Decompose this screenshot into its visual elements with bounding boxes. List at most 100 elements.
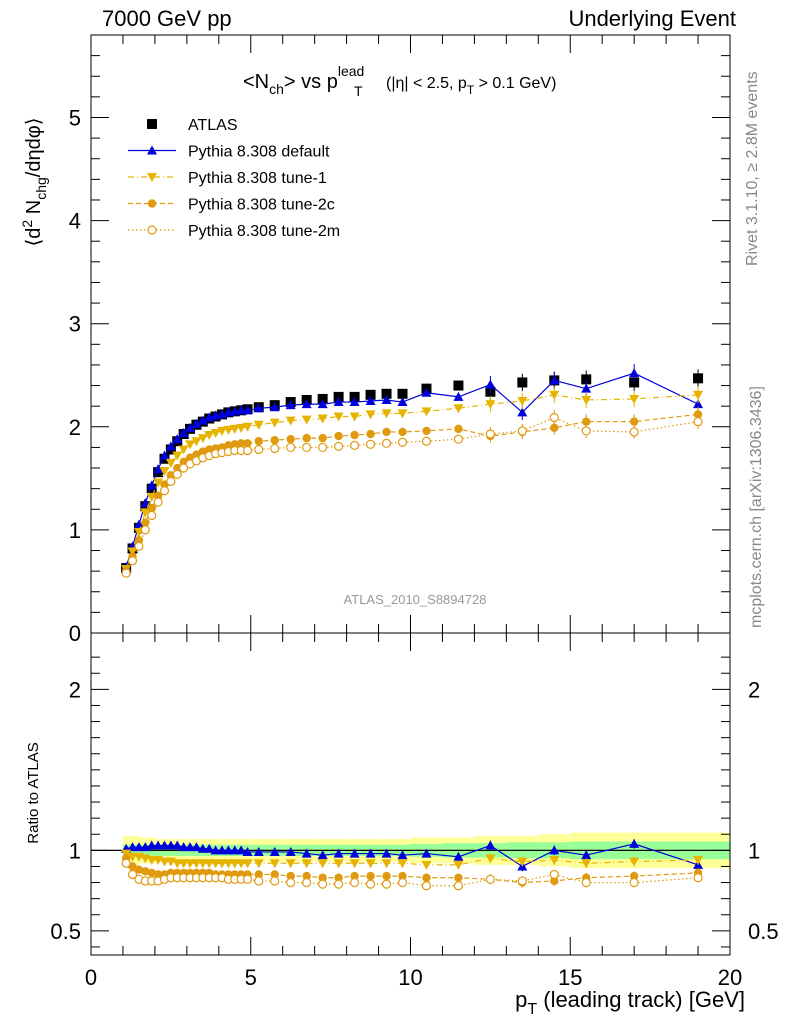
- data-point: [270, 435, 279, 445]
- data-point: [397, 409, 408, 419]
- data-point: [453, 404, 464, 414]
- ratio-point: [366, 871, 375, 881]
- ratio-point: [397, 877, 408, 888]
- data-point: [197, 415, 208, 425]
- ratio-point: [121, 849, 132, 859]
- ratio-point: [253, 846, 264, 856]
- data-point: [178, 427, 189, 437]
- ratio-point: [301, 848, 312, 858]
- data-point: [133, 519, 144, 529]
- data-point: [453, 380, 464, 391]
- ratio-ytick-label-right: 1: [748, 838, 760, 863]
- ratio-point: [191, 842, 202, 852]
- ratio-point: [270, 870, 279, 879]
- ratio-point: [381, 879, 392, 889]
- data-point: [517, 426, 527, 436]
- data-point: [229, 424, 240, 434]
- ratio-point: [349, 877, 360, 888]
- data-point: [365, 389, 376, 400]
- data-point: [191, 418, 202, 428]
- ratio-point: [146, 840, 157, 850]
- ratio-point: [269, 859, 280, 869]
- data-point: [153, 464, 164, 474]
- data-point: [629, 417, 639, 426]
- data-point: [254, 444, 264, 455]
- ratio-point: [382, 871, 391, 881]
- data-point: [454, 424, 463, 434]
- ratio-point: [453, 860, 464, 870]
- ratio-point: [629, 877, 639, 888]
- ratio-point: [285, 859, 296, 869]
- ratio-point: [147, 868, 156, 878]
- data-point: [453, 391, 464, 401]
- ratio-point: [421, 848, 432, 858]
- data-point: [302, 442, 312, 453]
- data-point: [269, 418, 280, 428]
- xtick-label: 0: [85, 965, 97, 990]
- data-point: [422, 426, 431, 436]
- ratio-point: [581, 850, 592, 860]
- data-point: [166, 476, 176, 487]
- ratio-point: [350, 871, 359, 881]
- data-point: [223, 425, 234, 435]
- data-point: [365, 396, 376, 406]
- ratio-point: [216, 845, 227, 855]
- ratio-point: [269, 846, 280, 856]
- ratio-point: [422, 873, 431, 882]
- ratio-point: [454, 873, 463, 882]
- data-point: [216, 426, 227, 436]
- data-point: [365, 410, 376, 420]
- legend: ATLAS Pythia 8.308 default Pythia 8.308 tu…: [128, 117, 340, 240]
- ratio-point: [349, 859, 360, 869]
- xlabel: pT (leading track) [GeV]: [515, 987, 745, 1018]
- data-point: [381, 394, 392, 404]
- ratio-plot-frame: [90, 632, 731, 956]
- main-ytick-label: 1: [69, 518, 81, 543]
- data-point: [693, 417, 703, 427]
- ratio-point: [453, 881, 464, 891]
- data-point: [693, 373, 704, 384]
- ratio-point: [159, 840, 170, 850]
- legend-marker-3: [147, 199, 157, 208]
- data-point: [485, 379, 496, 389]
- ratio-point: [223, 859, 234, 869]
- main-plot-frame: [90, 34, 731, 634]
- ratio-point: [204, 843, 215, 853]
- data-point: [397, 388, 408, 399]
- ratio-point: [270, 876, 280, 886]
- ratio-point: [178, 859, 189, 869]
- ratio-point: [365, 879, 376, 889]
- ratio-point: [421, 860, 432, 870]
- ratio-point: [159, 857, 170, 867]
- legend-label-1: Pythia 8.308 default: [188, 144, 330, 161]
- data-point: [159, 450, 170, 460]
- title-lhs: <N: [243, 71, 269, 93]
- ratio-point: [333, 859, 344, 869]
- ratio-point: [185, 842, 196, 852]
- main-ytick-label: 2: [69, 415, 81, 440]
- ratio-ytick-label-left: 2: [69, 677, 81, 702]
- ratio-point: [172, 840, 183, 850]
- data-point: [159, 486, 170, 496]
- data-point: [549, 375, 560, 385]
- data-point: [317, 399, 328, 409]
- ratio-ytick-label-left: 0.5: [50, 919, 81, 944]
- main-axis-ticks: 0 1 2 3 4 5: [69, 35, 731, 646]
- ratio-point: [349, 848, 360, 858]
- data-point: [147, 510, 157, 521]
- data-point: [302, 433, 311, 443]
- data-point: [134, 541, 144, 551]
- data-point: [179, 463, 189, 473]
- ratio-point: [333, 848, 344, 858]
- ratio-point: [517, 857, 528, 867]
- series-line-3: [125, 413, 699, 572]
- ratio-point: [302, 871, 311, 881]
- ratio-point: [549, 845, 560, 855]
- ratio-point: [397, 859, 408, 869]
- data-point: [165, 458, 176, 468]
- ratio-ytick-label-right: 0.5: [748, 919, 779, 944]
- ratio-point: [485, 840, 496, 850]
- ratio-point: [229, 845, 240, 855]
- ratio-point: [286, 877, 296, 888]
- data-point: [333, 397, 344, 407]
